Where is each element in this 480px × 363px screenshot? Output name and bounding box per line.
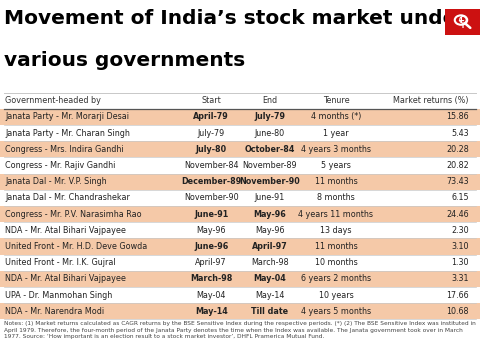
Text: 4 years 3 months: 4 years 3 months: [301, 145, 371, 154]
Text: June-91: June-91: [255, 193, 285, 203]
Text: 24.46: 24.46: [446, 209, 469, 219]
Text: April-97: April-97: [252, 242, 288, 251]
Text: 5 years: 5 years: [321, 161, 351, 170]
Text: Start: Start: [201, 96, 221, 105]
Text: United Front - Mr. I.K. Gujral: United Front - Mr. I.K. Gujral: [5, 258, 116, 267]
Text: May-14: May-14: [195, 307, 228, 316]
Text: June-80: June-80: [255, 129, 285, 138]
Text: Market returns (%): Market returns (%): [394, 96, 469, 105]
Text: May-14: May-14: [255, 291, 285, 299]
Text: July-79: July-79: [198, 129, 225, 138]
Text: Notes: (1) Market returns calculated as CAGR returns by the BSE Sensitive Index : Notes: (1) Market returns calculated as …: [4, 321, 476, 339]
Text: 2.30: 2.30: [451, 226, 469, 235]
Text: May-04: May-04: [196, 291, 226, 299]
Text: NDA - Mr. Atal Bihari Vajpayee: NDA - Mr. Atal Bihari Vajpayee: [5, 226, 126, 235]
Text: November-84: November-84: [184, 161, 239, 170]
Text: May-96: May-96: [255, 226, 285, 235]
Text: Till date: Till date: [252, 307, 288, 316]
Text: 4 years 11 months: 4 years 11 months: [299, 209, 373, 219]
Text: Janata Party - Mr. Morarji Desai: Janata Party - Mr. Morarji Desai: [5, 113, 129, 121]
Text: 17.66: 17.66: [446, 291, 469, 299]
Text: 6.15: 6.15: [451, 193, 469, 203]
Text: 1.30: 1.30: [452, 258, 469, 267]
Text: NDA - Mr. Narendra Modi: NDA - Mr. Narendra Modi: [5, 307, 105, 316]
Text: December-89: December-89: [181, 177, 241, 186]
Text: 73.43: 73.43: [446, 177, 469, 186]
Bar: [0, 303, 480, 319]
Text: 20.82: 20.82: [446, 161, 469, 170]
Text: End: End: [263, 96, 277, 105]
Text: 20.28: 20.28: [446, 145, 469, 154]
Text: Movement of India’s stock market under: Movement of India’s stock market under: [4, 9, 466, 28]
Text: May-96: May-96: [196, 226, 226, 235]
Bar: [0, 206, 480, 222]
Text: Congress - Mr. P.V. Narasimha Rao: Congress - Mr. P.V. Narasimha Rao: [5, 209, 142, 219]
Text: July-80: July-80: [196, 145, 227, 154]
Text: ⚲: ⚲: [457, 15, 468, 29]
Text: 1 year: 1 year: [323, 129, 349, 138]
Text: Tenure: Tenure: [323, 96, 349, 105]
Text: 3.10: 3.10: [452, 242, 469, 251]
Text: NDA - Mr. Atal Bihari Vajpayee: NDA - Mr. Atal Bihari Vajpayee: [5, 274, 126, 284]
Text: +: +: [457, 16, 465, 25]
Text: 15.86: 15.86: [446, 113, 469, 121]
Text: March-98: March-98: [251, 258, 289, 267]
FancyBboxPatch shape: [445, 9, 480, 35]
Text: 8 months: 8 months: [317, 193, 355, 203]
Bar: [0, 141, 480, 158]
Bar: [0, 238, 480, 254]
Text: 5.43: 5.43: [451, 129, 469, 138]
Text: Congress - Mrs. Indira Gandhi: Congress - Mrs. Indira Gandhi: [5, 145, 124, 154]
Text: June-91: June-91: [194, 209, 228, 219]
Text: June-96: June-96: [194, 242, 228, 251]
Text: 6 years 2 months: 6 years 2 months: [301, 274, 371, 284]
Text: April-97: April-97: [195, 258, 227, 267]
Text: 10 months: 10 months: [314, 258, 358, 267]
Text: May-04: May-04: [253, 274, 287, 284]
Text: Janata Dal - Mr. Chandrashekar: Janata Dal - Mr. Chandrashekar: [5, 193, 130, 203]
Text: United Front - Mr. H.D. Deve Gowda: United Front - Mr. H.D. Deve Gowda: [5, 242, 147, 251]
Text: May-96: May-96: [253, 209, 287, 219]
Text: 11 months: 11 months: [314, 177, 358, 186]
Text: November-90: November-90: [184, 193, 239, 203]
Text: October-84: October-84: [245, 145, 295, 154]
Bar: [0, 271, 480, 287]
Text: 4 years 5 months: 4 years 5 months: [301, 307, 371, 316]
Text: March-98: March-98: [190, 274, 232, 284]
Text: November-90: November-90: [240, 177, 300, 186]
Text: 10 years: 10 years: [319, 291, 353, 299]
Text: 11 months: 11 months: [314, 242, 358, 251]
Text: 4 months (*): 4 months (*): [311, 113, 361, 121]
Bar: [0, 174, 480, 190]
Text: April-79: April-79: [193, 113, 229, 121]
Text: 10.68: 10.68: [446, 307, 469, 316]
Text: various governments: various governments: [4, 51, 245, 70]
Text: UPA - Dr. Manmohan Singh: UPA - Dr. Manmohan Singh: [5, 291, 112, 299]
Text: November-89: November-89: [243, 161, 297, 170]
Text: 13 days: 13 days: [320, 226, 352, 235]
Text: Janata Dal - Mr. V.P. Singh: Janata Dal - Mr. V.P. Singh: [5, 177, 107, 186]
Text: July-79: July-79: [254, 113, 286, 121]
Text: Government-headed by: Government-headed by: [5, 96, 101, 105]
Text: Congress - Mr. Rajiv Gandhi: Congress - Mr. Rajiv Gandhi: [5, 161, 116, 170]
Bar: [0, 109, 480, 125]
Text: 3.31: 3.31: [452, 274, 469, 284]
Text: Janata Party - Mr. Charan Singh: Janata Party - Mr. Charan Singh: [5, 129, 130, 138]
